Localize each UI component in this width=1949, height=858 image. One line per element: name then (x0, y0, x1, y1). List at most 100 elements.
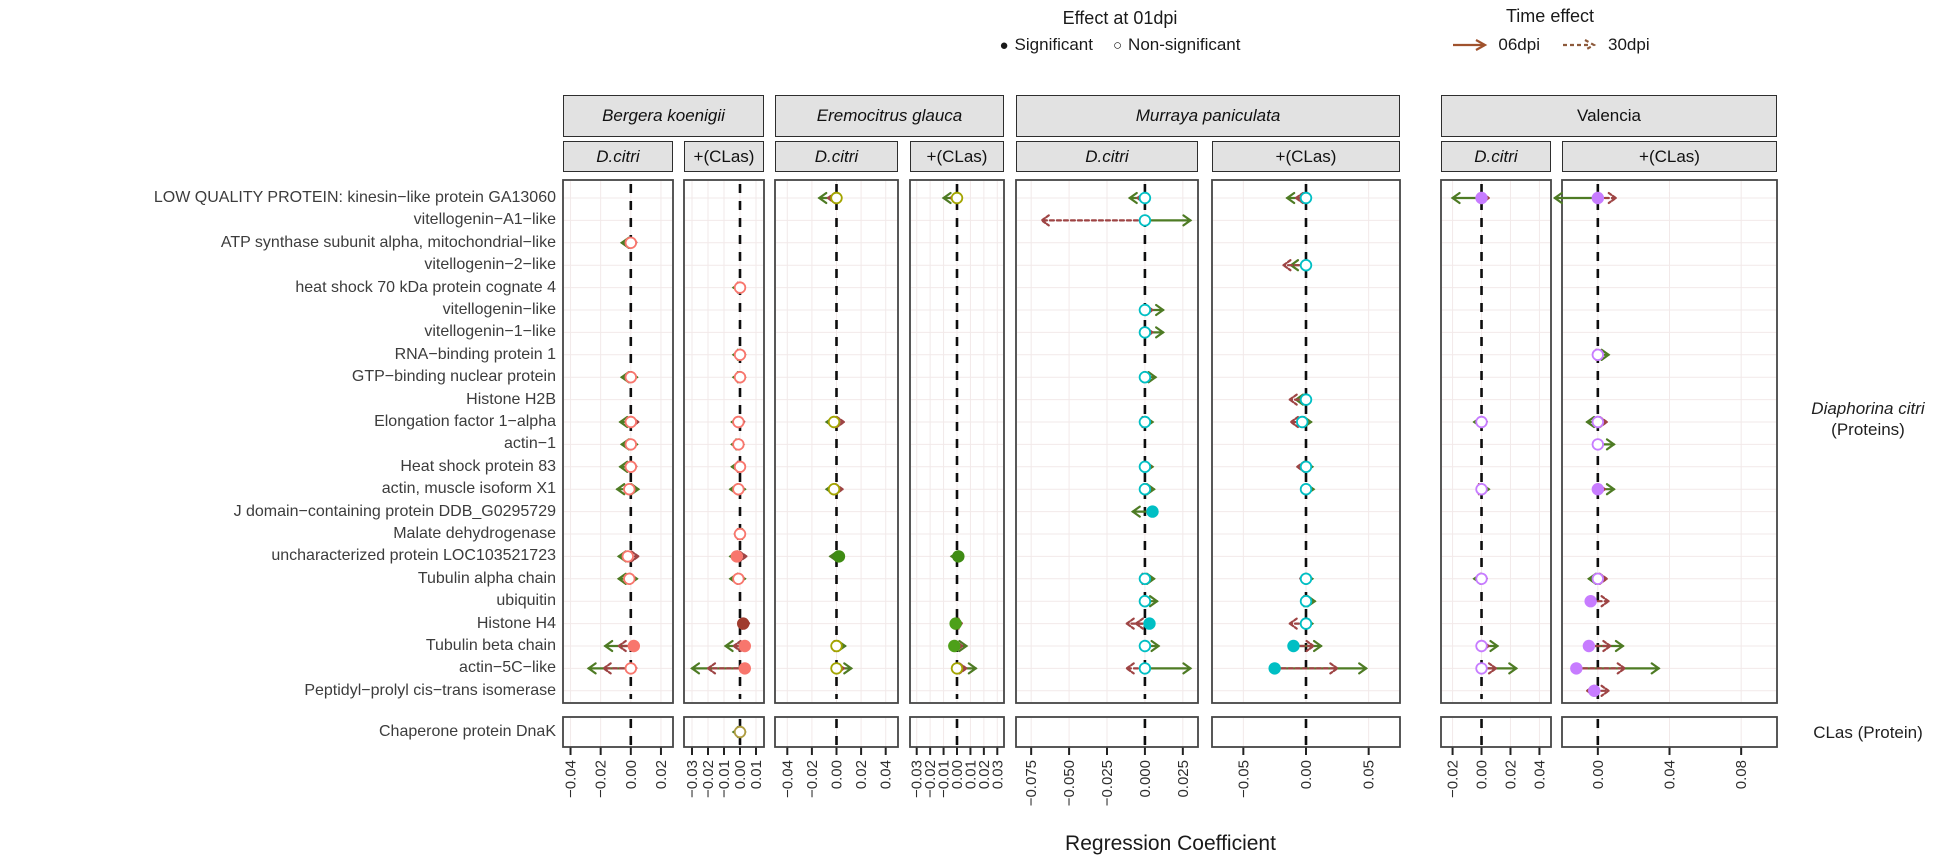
legend-06dpi-label: 06dpi (1498, 35, 1540, 54)
condition-strip-6-label: +(CLas) (1275, 146, 1337, 166)
condition-strip-1-label: D.citri (596, 146, 640, 166)
condition-strip-7-label: D.citri (1474, 146, 1518, 166)
protein-label-5: heat shock 70 kDa protein cognate 4 (0, 278, 556, 297)
axis-tick-label: −0.02 (1445, 760, 1462, 798)
arrow-head (1124, 617, 1135, 630)
axis-tick-label: 0.04 (1531, 760, 1548, 789)
condition-strip-5-label: D.citri (1085, 146, 1129, 166)
arrow-head (1287, 617, 1298, 630)
arrow-head (967, 662, 978, 675)
data-point-nonsignificant (621, 550, 634, 563)
axis-tick-label: 0.02 (853, 760, 870, 789)
data-point-nonsignificant (623, 483, 636, 496)
data-point-nonsignificant (732, 415, 745, 429)
data-point-nonsignificant (1475, 415, 1488, 429)
data-point-nonsignificant (1138, 572, 1152, 586)
axis-tick-label: 0.01 (962, 760, 979, 789)
data-point-significant (1143, 617, 1156, 630)
axis-tick-label: 0.02 (1502, 760, 1519, 789)
protein-label-14: actin, muscle isoform X1 (0, 479, 556, 498)
data-point-significant (1570, 662, 1583, 675)
arrow-head (1585, 415, 1596, 429)
legend-item-30dpi: 30dpi (1560, 35, 1650, 55)
protein-label-23-label: Peptidyl−prolyl cis−trans isomerase (304, 681, 556, 699)
data-point-nonsignificant (624, 371, 638, 384)
axis-tick-label: −0.02 (593, 760, 610, 798)
protein-label-16-label: Malate dehydrogenase (393, 525, 556, 542)
data-point-nonsignificant (1299, 617, 1313, 630)
condition-strip-8-label: +(CLas) (1639, 146, 1700, 166)
condition-strip-6: +(CLas) (1212, 141, 1400, 172)
data-point-significant (738, 662, 752, 675)
data-point-nonsignificant (1138, 595, 1152, 608)
data-point-nonsignificant (733, 371, 747, 384)
panel-2-clas-border (683, 716, 765, 748)
x-axis-title: Regression Coefficient (1065, 832, 1276, 855)
right-strip-proteins-label: (Proteins) (1831, 420, 1905, 440)
facet-strip-2: Eremocitrus glauca (775, 95, 1004, 137)
protein-label-3: ATP synthase subunit alpha, mitochondria… (0, 233, 556, 252)
data-point-nonsignificant (733, 460, 747, 474)
axis-tick-label: 0.00 (829, 760, 846, 789)
time-arrow-06dpi (1143, 662, 1193, 675)
solid-arrow-icon (1453, 39, 1488, 51)
protein-label-7: vitellogenin−1−like (0, 322, 556, 341)
arrow-head (1182, 662, 1193, 675)
data-point-nonsignificant (1475, 639, 1488, 653)
arrow-head (1614, 639, 1625, 653)
arrow-head (1182, 214, 1193, 227)
arrow-head (1450, 191, 1461, 205)
protein-label-11-label: Elongation factor 1−alpha (374, 413, 556, 430)
arrow-head (1127, 191, 1138, 205)
data-point-nonsignificant (733, 281, 747, 294)
data-point-nonsignificant (1299, 572, 1313, 586)
axis-tick-label: −0.05 (1235, 760, 1252, 798)
data-point-nonsignificant (1299, 483, 1313, 496)
data-point-significant (949, 617, 962, 630)
condition-strip-3: D.citri (775, 141, 898, 172)
protein-label-7-label: vitellogenin−1−like (424, 323, 556, 341)
protein-label-21-label: Tubulin beta chain (425, 637, 556, 654)
panel-7-clas-bg (1441, 717, 1551, 747)
protein-label-22-label: actin−5C−like (459, 659, 556, 677)
protein-label-6: vitellogenin−like (0, 300, 556, 319)
data-point-nonsignificant (830, 662, 843, 675)
arrow-head (1329, 662, 1340, 675)
data-point-nonsignificant (1138, 662, 1152, 675)
panel-2-border (683, 179, 765, 704)
protein-label-2-label: vitellogenin−A1−like (413, 211, 556, 229)
arrow-head (1155, 326, 1166, 339)
time-arrow-30dpi (1039, 214, 1147, 227)
protein-label-12-label: actin−1 (503, 435, 556, 453)
protein-label-3-label: ATP synthase subunit alpha, mitochondria… (220, 233, 556, 251)
protein-label-9: GTP−binding nuclear protein (0, 367, 556, 386)
open-circle-icon: ○ (1112, 36, 1123, 54)
protein-label-8: RNA−binding protein 1 (0, 345, 556, 364)
protein-label-14-label: actin, muscle isoform X1 (381, 480, 556, 498)
arrow-head (1508, 662, 1519, 675)
data-point-significant (738, 639, 752, 653)
arrow-head (1605, 438, 1616, 451)
protein-label-4-label: vitellogenin−2−like (424, 256, 556, 274)
panel-7-bg (1441, 180, 1551, 703)
axis-tick-label: 0.08 (1733, 760, 1750, 789)
axis-tick-label: −0.050 (1061, 760, 1078, 806)
data-point-nonsignificant (733, 725, 747, 739)
data-point-significant (1591, 191, 1605, 205)
panel-1-clas-bg (563, 717, 673, 747)
protein-label-10-label: Histone H2B (466, 390, 556, 408)
arrow-head (1607, 191, 1618, 205)
arrow-head (586, 662, 597, 675)
axis-tick-label: −0.03 (684, 760, 701, 798)
arrow-head (1281, 259, 1292, 272)
axis-tick-label: 0.00 (949, 760, 966, 789)
data-point-nonsignificant (1138, 326, 1152, 339)
protein-label-23: Peptidyl−prolyl cis−trans isomerase (0, 681, 556, 700)
axis-tick-label: −0.04 (779, 760, 796, 798)
data-point-nonsignificant (732, 438, 745, 451)
data-point-nonsignificant (1475, 483, 1488, 496)
data-point-nonsignificant (624, 460, 638, 474)
condition-strip-8: +(CLas) (1562, 141, 1777, 172)
panel-6-clas-border (1211, 716, 1401, 748)
